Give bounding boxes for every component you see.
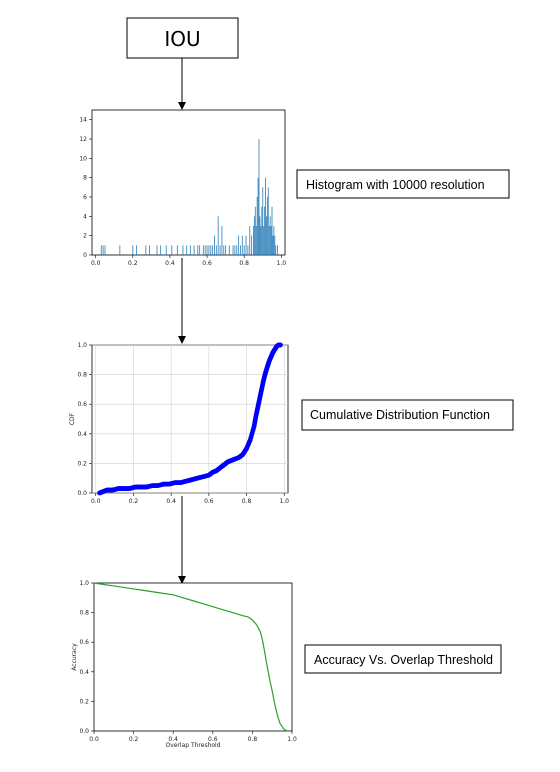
histogram-label-box: Histogram with 10000 resolution [296,169,510,199]
cdf-y-tick-label: 0.4 [77,431,87,438]
accuracy-x-tick-label: 1.0 [287,736,297,743]
accuracy-y-tick-label: 0.2 [79,698,89,705]
cdf-x-tick-label: 0.4 [166,498,176,505]
cdf-x-ticks: 0.0 0.2 0.4 0.6 0.8 1.0 [91,493,289,505]
accuracy-x-tick-label: 0.2 [129,736,139,743]
cdf-y-tick-label: 0.6 [77,401,87,408]
histogram-chart: 0.0 0.2 0.4 0.6 0.8 1.0 0 2 4 6 8 10 12 14 [79,109,286,267]
histogram-y-tick-label: 8 [83,175,87,182]
cdf-chart: 0.0 0.2 0.4 0.6 0.8 1.0 0.0 0.2 0.4 0.6 0.8 1.0 CD… [69,342,289,505]
histogram-x-tick-label: 0.4 [165,260,175,267]
accuracy-label-box: Accuracy Vs. Overlap Threshold [304,644,502,674]
histogram-y-tick-label: 4 [83,213,87,220]
accuracy-line [93,582,289,732]
histogram-y-tick-label: 10 [79,155,87,162]
cdf-y-tick-label: 0.8 [77,372,87,379]
histogram-bars [100,139,279,255]
iou-box-label: IOU [164,27,200,51]
cdf-grid [92,344,288,494]
cdf-x-tick-label: 0.0 [91,498,101,505]
cdf-point [278,342,283,348]
cdf-x-tick-label: 1.0 [279,498,289,505]
cdf-y-tick-label: 1.0 [77,342,87,349]
histogram-x-tick-label: 0.2 [128,260,138,267]
accuracy-xlabel: Overlap Threshold [165,742,220,749]
accuracy-y-tick-label: 0.0 [79,728,89,735]
accuracy-frame [93,582,293,732]
cdf-label-box: Cumulative Distribution Function [301,399,514,431]
cdf-x-tick-label: 0.6 [204,498,214,505]
accuracy-x-ticks: 0.0 0.2 0.4 0.6 0.8 1.0 [89,731,297,743]
accuracy-chart: 0.0 0.2 0.4 0.6 0.8 1.0 0.0 0.2 0.4 0.6 0.8 1.0 Ov… [71,580,297,749]
accuracy-x-tick-label: 0.6 [208,736,218,743]
accuracy-ylabel: Accuracy [71,643,78,671]
histogram-y-tick-label: 6 [83,194,87,201]
histogram-x-tick-label: 0.8 [239,260,249,267]
histogram-x-tick-label: 0.6 [202,260,212,267]
iou-box: IOU [126,17,239,59]
histogram-label: Histogram with 10000 resolution [306,178,485,192]
histogram-x-tick-label: 1.0 [277,260,287,267]
histogram-y-tick-label: 14 [79,117,87,124]
accuracy-y-tick-label: 0.6 [79,639,89,646]
cdf-label: Cumulative Distribution Function [310,408,490,422]
histogram-x-tick-label: 0.0 [91,260,101,267]
histogram-y-tick-label: 0 [83,252,87,259]
histogram-y-tick-label: 2 [83,233,87,240]
histogram-x-ticks: 0.0 0.2 0.4 0.6 0.8 1.0 [91,255,286,267]
histogram-y-tick-label: 12 [79,136,87,143]
cdf-y-ticks: 0.0 0.2 0.4 0.6 0.8 1.0 [77,342,92,497]
histogram-frame [91,109,286,256]
accuracy-y-ticks: 0.0 0.2 0.4 0.6 0.8 1.0 [79,580,94,735]
accuracy-x-tick-label: 0.4 [168,736,178,743]
accuracy-x-tick-label: 0.8 [248,736,258,743]
accuracy-x-tick-label: 0.0 [89,736,99,743]
accuracy-y-tick-label: 0.8 [79,610,89,617]
accuracy-y-tick-label: 1.0 [79,580,89,587]
cdf-frame [91,344,289,494]
cdf-x-tick-label: 0.8 [242,498,252,505]
cdf-ylabel: CDF [69,412,76,425]
cdf-points [97,342,283,496]
cdf-x-tick-label: 0.2 [129,498,139,505]
accuracy-y-tick-label: 0.4 [79,669,89,676]
histogram-y-ticks: 0 2 4 6 8 10 12 14 [79,117,92,259]
cdf-y-tick-label: 0.2 [77,460,87,467]
accuracy-label: Accuracy Vs. Overlap Threshold [314,653,493,667]
cdf-y-tick-label: 0.0 [77,490,87,497]
